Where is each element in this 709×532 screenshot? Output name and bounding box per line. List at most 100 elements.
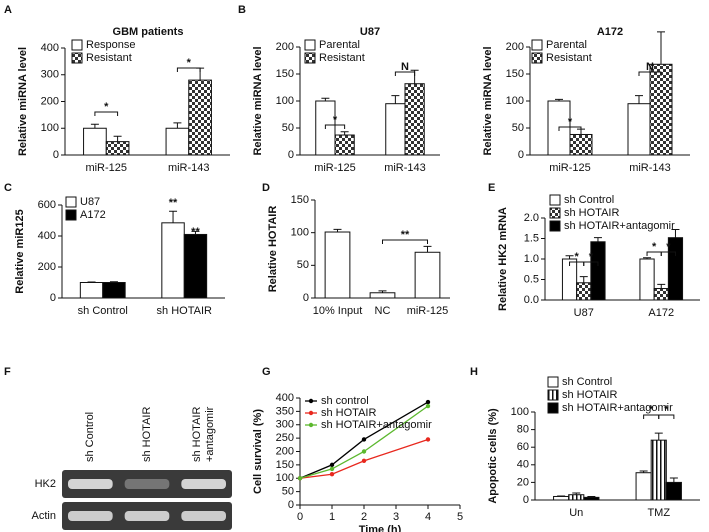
x-tick-label: miR-143 — [168, 162, 210, 174]
y-tick-label: 400 — [41, 42, 59, 54]
legend-swatch — [549, 207, 561, 219]
panel-label: D — [262, 182, 270, 194]
x-tick-label: 2 — [361, 511, 367, 523]
bar — [649, 63, 673, 156]
legend-label: sh Control — [562, 376, 612, 388]
significance-bracket — [324, 124, 346, 129]
legend-swatch — [547, 389, 559, 401]
bar — [83, 127, 107, 156]
legend-label: Resistant — [86, 52, 132, 64]
y-axis-label: Relative HOTAIR — [267, 206, 279, 293]
y-tick-label: 150 — [276, 68, 294, 80]
y-axis-label: Relative miRNA level — [252, 46, 264, 155]
bar — [568, 494, 585, 501]
x-tick-label: U87 — [574, 307, 594, 319]
y-tick-label: 350 — [276, 405, 294, 417]
bar — [369, 292, 396, 299]
panel-label: G — [262, 366, 271, 378]
blot-band — [68, 511, 113, 521]
x-axis-label: Time (h) — [359, 524, 402, 532]
bar — [583, 496, 600, 501]
legend-label: sh Control — [564, 194, 614, 206]
x-tick-label: 3 — [393, 511, 399, 523]
y-tick-label: 200 — [38, 261, 56, 273]
line — [299, 438, 429, 479]
error-bar — [671, 228, 680, 238]
lane-label: +antagomir — [204, 406, 216, 462]
legend-label: U87 — [80, 196, 100, 208]
x-tick-label: 10% Input — [313, 305, 363, 317]
panel-label: E — [488, 182, 495, 194]
significance-label: * — [104, 101, 109, 113]
x-tick-label: NC — [375, 305, 391, 317]
significance-bracket — [583, 261, 599, 266]
x-tick-label: TMZ — [647, 507, 670, 519]
y-tick-label: 1.0 — [524, 253, 539, 265]
error-bar — [109, 281, 118, 283]
bar — [635, 472, 652, 501]
bar — [553, 495, 570, 501]
y-tick-label: 100 — [41, 122, 59, 134]
bar — [79, 282, 104, 299]
x-tick-label: sh HOTAIR — [157, 305, 212, 317]
point — [361, 437, 367, 442]
y-axis-label: Relative miRNA level — [482, 46, 494, 155]
error-bar — [423, 245, 432, 253]
bar — [334, 134, 355, 156]
legend-label: Parental — [319, 39, 360, 51]
y-tick-label: 0 — [288, 149, 294, 161]
significance-label: * — [652, 241, 657, 253]
y-tick-label: 300 — [41, 69, 59, 81]
x-tick-label: Un — [569, 507, 583, 519]
panel-label: A — [4, 4, 12, 16]
significance-label: N — [401, 61, 409, 73]
legend-marker — [308, 398, 314, 404]
bar — [161, 222, 185, 299]
error-bar — [321, 97, 330, 101]
significance-label: * — [575, 251, 580, 263]
legend-label: A172 — [80, 209, 106, 221]
y-tick-label: 0 — [50, 292, 56, 304]
error-bar — [340, 131, 349, 136]
y-tick-label: 0.5 — [524, 273, 539, 285]
legend-label: Resistant — [319, 52, 365, 64]
legend-swatch — [65, 209, 77, 221]
x-tick-label: miR-125 — [549, 162, 591, 174]
blot-band — [124, 511, 170, 521]
significance-bracket — [558, 126, 582, 131]
significance-label: * — [589, 251, 594, 263]
error-bar — [635, 95, 643, 104]
y-tick-label: 100 — [506, 95, 524, 107]
legend-swatch — [65, 196, 77, 208]
y-tick-label: 200 — [276, 41, 294, 53]
x-tick-label: 0 — [297, 511, 303, 523]
legend-swatch — [547, 376, 559, 388]
y-tick-label: 50 — [512, 122, 524, 134]
legend-label: sh HOTAIR — [562, 389, 617, 401]
error-bar — [191, 230, 200, 235]
error-bar — [173, 122, 182, 129]
error-bar — [657, 283, 666, 289]
significance-bracket — [394, 71, 416, 76]
chart-title: U87 — [360, 26, 380, 38]
error-bar — [669, 477, 678, 483]
y-tick-label: 0 — [523, 494, 529, 506]
y-tick-label: 600 — [38, 199, 56, 211]
error-bar — [333, 228, 342, 233]
y-tick-label: 40 — [517, 459, 529, 471]
legend-swatch — [549, 194, 561, 206]
panel-label: B — [238, 4, 246, 16]
x-tick-label: 4 — [425, 511, 431, 523]
row-label: Actin — [32, 510, 56, 522]
panel-label: H — [470, 366, 478, 378]
y-tick-label: 150 — [276, 459, 294, 471]
y-axis-label: Relative miR125 — [14, 209, 26, 293]
y-tick-label: 150 — [506, 68, 524, 80]
error-bar — [391, 95, 400, 104]
bar — [576, 282, 592, 301]
y-tick-label: 200 — [276, 445, 294, 457]
bar — [102, 282, 126, 299]
y-tick-label: 400 — [276, 392, 294, 404]
y-tick-label: 0 — [53, 149, 59, 161]
y-tick-label: 0 — [288, 499, 294, 511]
